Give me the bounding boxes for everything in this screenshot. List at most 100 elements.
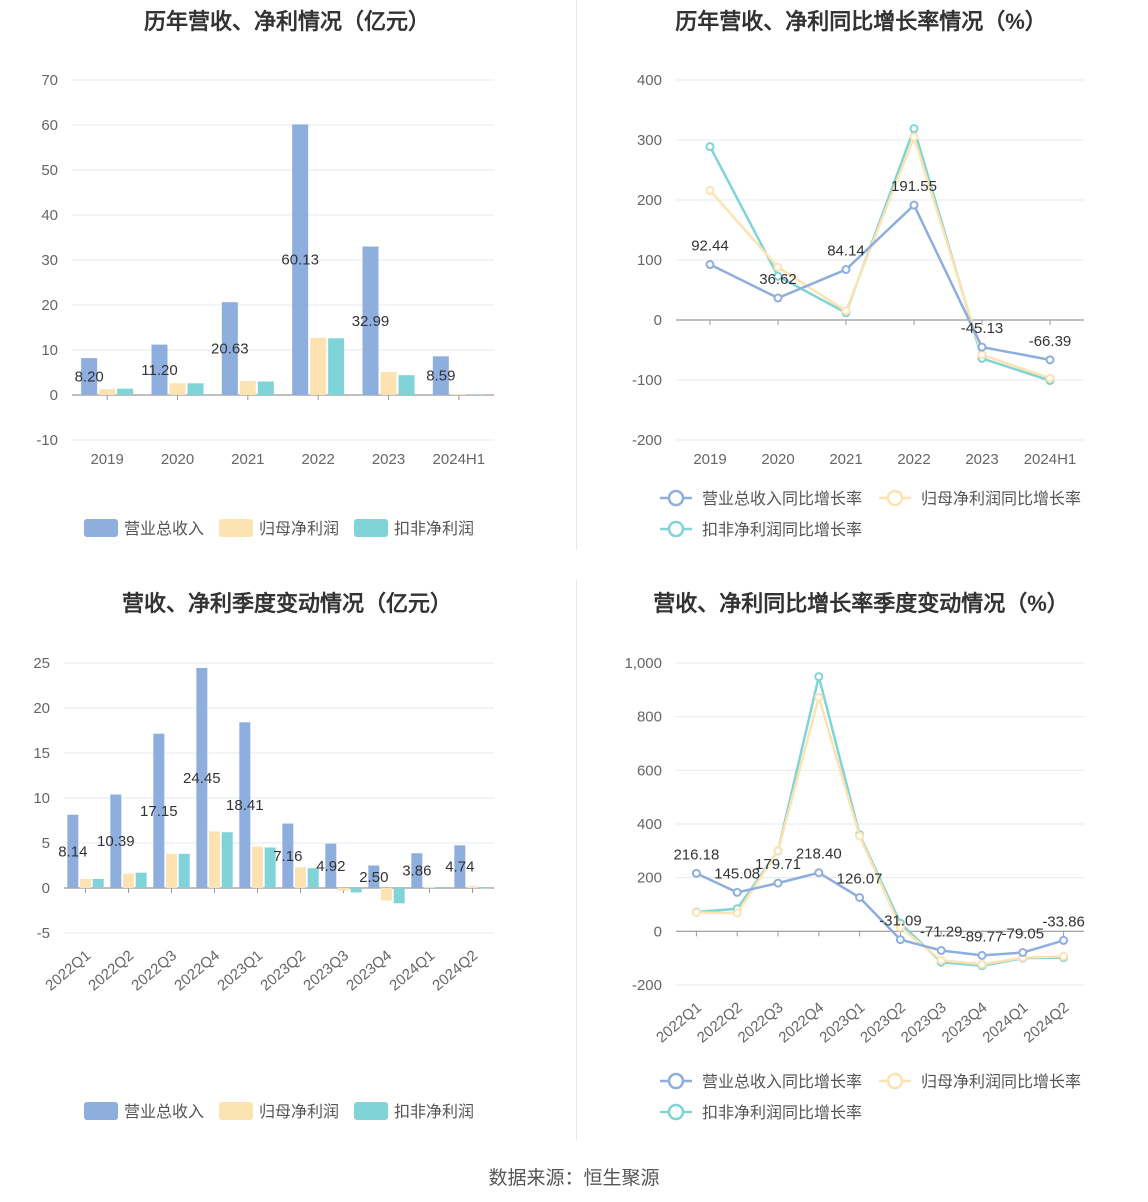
y-tick-label: 10 — [33, 790, 50, 807]
bar — [325, 843, 337, 888]
data-point — [855, 831, 865, 841]
data-label: 20.63 — [211, 341, 249, 358]
data-point — [841, 265, 851, 275]
bar — [239, 381, 256, 395]
data-label: 10.39 — [97, 833, 135, 850]
y-tick-label: 50 — [41, 162, 58, 179]
data-point — [936, 945, 946, 955]
data-point — [977, 342, 987, 352]
data-point — [1059, 935, 1069, 945]
legend-swatch — [219, 1102, 253, 1120]
data-point — [705, 142, 715, 152]
y-tick-label: 60 — [41, 117, 58, 134]
x-tick-label: 2023Q3 — [300, 947, 352, 994]
data-point — [814, 692, 824, 702]
data-label: 145.08 — [714, 865, 760, 882]
bar — [196, 667, 208, 888]
data-label: -79.05 — [1002, 926, 1045, 943]
y-tick-label: 15 — [33, 745, 50, 762]
x-tick-label: 2024Q2 — [1020, 999, 1072, 1046]
x-tick-label: 2023Q2 — [857, 999, 909, 1046]
bar — [450, 394, 467, 395]
data-label: 2.50 — [359, 869, 388, 886]
series-line — [709, 202, 1051, 362]
x-tick-label: 2020 — [761, 451, 794, 468]
data-point — [732, 887, 742, 897]
bar — [350, 888, 362, 893]
data-label: -89.77 — [961, 928, 1004, 945]
legend-swatch — [354, 1102, 388, 1120]
quarterly-amounts-chart: -505101520252022Q12022Q22022Q32022Q42023… — [33, 655, 494, 1121]
data-label: 18.41 — [226, 797, 264, 814]
data-point — [773, 878, 783, 888]
legend-label: 归母净利润同比增长率 — [921, 490, 1081, 508]
x-tick-label: 2022Q2 — [85, 947, 137, 994]
y-tick-label: 5 — [42, 835, 50, 852]
bar — [295, 867, 306, 888]
legend-swatch — [84, 519, 118, 537]
data-point — [909, 200, 919, 210]
x-tick-label: 2022Q4 — [776, 999, 828, 1046]
legend-label: 扣非净利润同比增长率 — [702, 521, 862, 539]
bar — [239, 722, 251, 888]
bar — [338, 888, 349, 891]
data-point — [814, 672, 824, 682]
data-point — [773, 293, 783, 303]
data-label: -33.86 — [1042, 913, 1085, 930]
bar — [467, 886, 478, 888]
y-tick-label: 20 — [41, 297, 58, 314]
bar — [393, 888, 405, 904]
data-point — [936, 955, 946, 965]
y-tick-label: 0 — [42, 880, 50, 897]
data-label: 179.71 — [755, 856, 801, 873]
annual-growth-chart: -200 -100 0 100 200 300 400 2019 2020 2021 2022 202… — [632, 72, 1084, 539]
data-point — [691, 868, 701, 878]
bar — [151, 344, 168, 395]
data-label: 8.20 — [75, 369, 104, 386]
legend-swatch-marker — [667, 520, 685, 538]
x-tick-label: 2023Q1 — [816, 999, 868, 1046]
bar — [153, 733, 165, 888]
bar — [264, 847, 276, 888]
legend-label: 扣非净利润 — [394, 1103, 474, 1121]
data-label: -71.29 — [920, 923, 963, 940]
x-tick-label: 2023 — [372, 451, 405, 468]
bar — [381, 888, 392, 901]
data-label: 8.59 — [426, 368, 455, 385]
bar — [187, 383, 204, 395]
x-tick-label: 2022Q3 — [735, 999, 787, 1046]
bar — [80, 879, 91, 888]
annual-growth-title: 历年营收、净利同比增长率情况（%） — [675, 9, 1047, 34]
bar — [92, 879, 104, 888]
panel-divider-bottom — [576, 580, 577, 1140]
x-tick-label: 2022Q1 — [653, 999, 705, 1046]
y-tick-label: 400 — [637, 816, 662, 833]
y-tick-label: 800 — [637, 709, 662, 726]
legend-swatch-marker — [667, 1103, 685, 1121]
series-line — [696, 692, 1064, 966]
y-tick-label: 600 — [637, 762, 662, 779]
data-label: 191.55 — [891, 178, 937, 195]
y-tick-label: 0 — [50, 387, 58, 404]
quarterly-growth-chart: -200 0 200 400 600 800 1,000 2022Q12022Q22022Q3… — [624, 655, 1085, 1122]
series-line — [695, 871, 1064, 957]
y-tick-label: 400 — [637, 72, 662, 89]
y-tick-label: 40 — [41, 207, 58, 224]
data-label: 84.14 — [827, 243, 865, 260]
y-tick-label: 300 — [637, 132, 662, 149]
x-tick-label: 2020 — [161, 451, 194, 468]
y-tick-label: 200 — [637, 870, 662, 887]
bar — [380, 372, 397, 395]
y-tick-label: 0 — [654, 923, 662, 940]
bar — [328, 338, 345, 395]
data-label: 60.13 — [281, 252, 319, 269]
data-point — [1059, 951, 1069, 961]
y-tick-label: 25 — [33, 655, 50, 672]
bar — [99, 389, 116, 395]
legend-label: 归母净利润 — [259, 520, 339, 538]
data-label: 32.99 — [352, 313, 390, 330]
data-label: 92.44 — [691, 238, 729, 255]
data-point — [1045, 373, 1055, 383]
panel-divider-top — [576, 0, 577, 550]
legend-label: 扣非净利润 — [394, 520, 474, 538]
